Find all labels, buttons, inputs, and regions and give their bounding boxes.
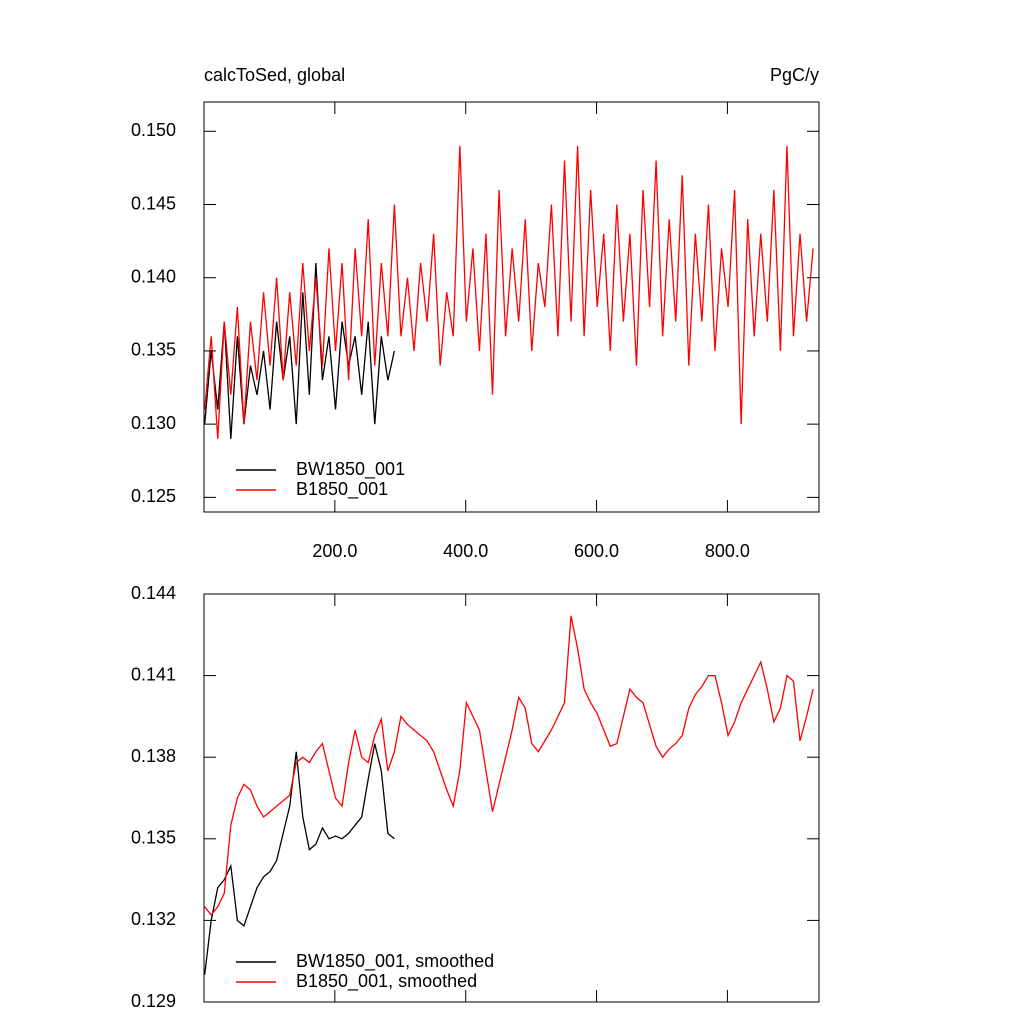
y-tick-label: 0.140 bbox=[131, 266, 176, 286]
data-line bbox=[204, 743, 395, 975]
y-tick-label: 0.144 bbox=[131, 583, 176, 603]
legend-label: B1850_001 bbox=[296, 479, 388, 500]
y-tick-label: 0.150 bbox=[131, 120, 176, 140]
data-line bbox=[204, 263, 396, 439]
y-tick-label: 0.132 bbox=[131, 909, 176, 929]
legend-label: BW1850_001 bbox=[296, 459, 405, 480]
x-tick-label: 400.0 bbox=[443, 541, 488, 561]
y-tick-label: 0.141 bbox=[131, 664, 176, 684]
y-tick-label: 0.125 bbox=[131, 486, 176, 506]
data-line bbox=[204, 145, 814, 439]
x-tick-label: 800.0 bbox=[705, 541, 750, 561]
x-tick-label: 200.0 bbox=[312, 541, 357, 561]
units-label: PgC/y bbox=[770, 65, 819, 85]
legend-label: B1850_001, smoothed bbox=[296, 971, 477, 992]
plot-frame bbox=[203, 101, 820, 513]
chart-title: calcToSed, global bbox=[204, 65, 345, 85]
y-tick-label: 0.130 bbox=[131, 413, 176, 433]
legend-label: BW1850_001, smoothed bbox=[296, 951, 494, 972]
plot-frame bbox=[203, 593, 820, 1003]
y-tick-label: 0.138 bbox=[131, 746, 176, 766]
y-tick-label: 0.135 bbox=[131, 828, 176, 848]
data-line bbox=[204, 615, 814, 916]
y-tick-label: 0.129 bbox=[131, 991, 176, 1011]
y-tick-label: 0.135 bbox=[131, 340, 176, 360]
x-tick-label: 600.0 bbox=[574, 541, 619, 561]
y-tick-label: 0.145 bbox=[131, 193, 176, 213]
